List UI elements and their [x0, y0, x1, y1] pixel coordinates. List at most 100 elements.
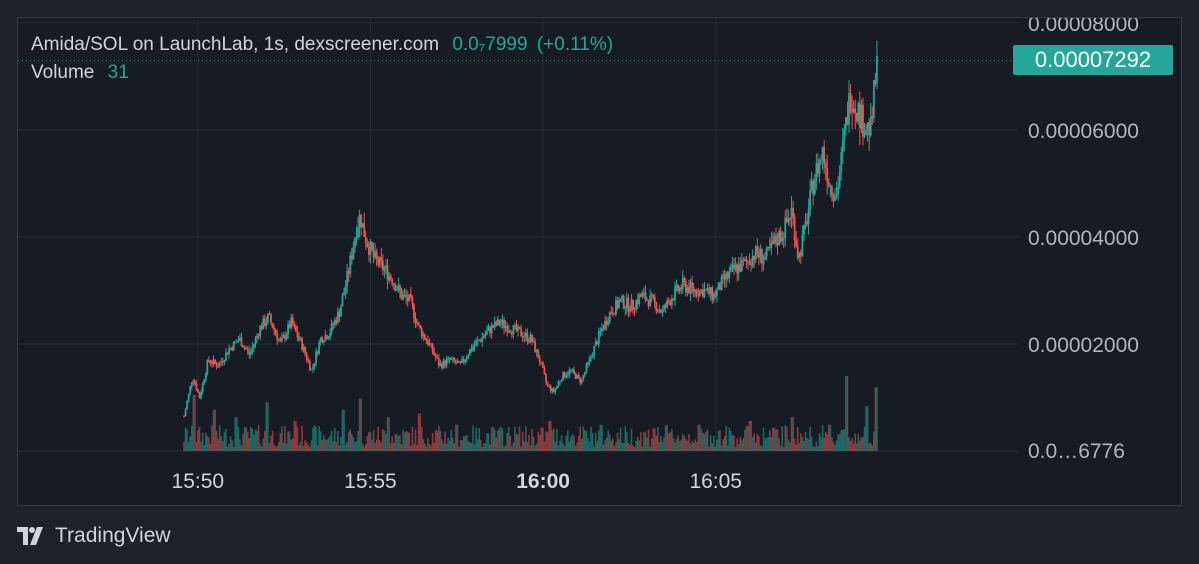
volume-bar: [658, 442, 661, 451]
candle-body: [450, 359, 453, 361]
candle-body: [677, 284, 679, 292]
candle-body: [357, 227, 359, 238]
candle-body: [305, 354, 308, 360]
volume-bar: [506, 433, 508, 451]
volume-bar: [725, 425, 728, 451]
volume-bar: [869, 442, 872, 451]
volume-bar: [425, 446, 428, 451]
volume-bar: [360, 398, 362, 451]
candle-body: [540, 362, 543, 364]
candle-body: [835, 194, 838, 198]
volume-bar: [706, 429, 709, 451]
candle-body: [594, 341, 597, 347]
candle-body: [308, 361, 311, 370]
volume-bar: [737, 443, 740, 451]
volume-bar: [804, 431, 807, 451]
volume-bar: [222, 441, 224, 451]
chart-panel[interactable]: 0.00008000 0.00006000 0.00004000 0.00002000…: [17, 17, 1182, 506]
volume-bar: [860, 437, 863, 451]
candle-body: [500, 323, 502, 325]
volume-bar: [643, 432, 645, 451]
volume-bar: [329, 435, 331, 451]
volume-bar: [259, 443, 261, 451]
candle-body: [714, 293, 717, 297]
candle-body: [218, 362, 221, 368]
price-tick-label: 0.00002000: [1028, 334, 1139, 357]
volume-bar: [762, 427, 765, 451]
candle-body: [192, 380, 195, 383]
volume-bar: [846, 376, 849, 451]
candle-body: [770, 241, 773, 248]
brand-logo[interactable]: TradingView: [17, 522, 171, 550]
volume-bar: [377, 426, 380, 451]
price-chart[interactable]: 0.00008000 0.00006000 0.00004000 0.00002000…: [18, 18, 1183, 507]
volume-bar: [562, 443, 564, 451]
volume-bar: [866, 406, 869, 451]
candle-body: [782, 237, 785, 239]
volume-bar: [246, 432, 249, 451]
volume-bars: [183, 376, 878, 451]
candle-body: [276, 333, 279, 341]
volume-bar: [276, 446, 279, 451]
candle-body: [211, 363, 213, 365]
candle-body: [730, 267, 732, 272]
candle-body: [207, 360, 210, 362]
candle-body: [723, 274, 726, 280]
volume-bar: [378, 440, 381, 451]
candle-body: [220, 361, 223, 363]
candle-body: [437, 358, 440, 366]
candle-body: [225, 352, 227, 361]
candle-body: [818, 160, 821, 174]
price-tick-label: 0.00006000: [1028, 120, 1139, 143]
candle-body: [650, 294, 653, 296]
candle-body: [287, 324, 289, 335]
volume-bar: [441, 439, 443, 451]
candle-body: [753, 255, 756, 260]
volume-bar: [745, 425, 748, 451]
candle-body: [832, 195, 835, 201]
volume-bar: [876, 387, 878, 451]
candle-body: [582, 375, 585, 379]
volume-bar: [781, 426, 783, 451]
candle-body: [212, 359, 215, 364]
volume-bar: [324, 439, 327, 451]
volume-bar: [660, 436, 662, 451]
candle-body: [674, 287, 676, 301]
volume-bar: [448, 440, 451, 451]
volume-bar: [630, 428, 633, 451]
candle-body: [259, 325, 262, 337]
candle-body: [431, 343, 434, 352]
candle-body: [672, 298, 675, 301]
candle-body: [605, 320, 608, 325]
candle-body: [563, 372, 566, 378]
volume-bar: [427, 438, 429, 451]
candle-body: [257, 335, 260, 337]
candle-body: [874, 80, 877, 84]
candle-body: [621, 295, 624, 299]
candle-body: [827, 182, 830, 186]
candle-body: [604, 320, 606, 330]
time-tick-label: 16:05: [689, 470, 742, 493]
volume-bar: [815, 441, 818, 451]
candle-body: [377, 258, 380, 265]
volume-bar: [666, 425, 669, 451]
volume-bar: [209, 444, 212, 451]
candle-body: [349, 255, 352, 274]
volume-bar: [413, 444, 415, 451]
volume-bar: [330, 430, 333, 451]
volume-bar: [417, 413, 420, 451]
volume-bar: [806, 437, 808, 451]
volume-bar: [652, 428, 655, 451]
candle-body: [217, 366, 220, 368]
candle-body: [597, 331, 600, 345]
volume-bar: [517, 434, 519, 451]
volume-bar: [223, 431, 226, 451]
candle-body: [823, 147, 826, 164]
candle-body: [587, 362, 589, 365]
candle-body: [534, 341, 537, 353]
volume-bar: [703, 433, 706, 451]
candle-body: [824, 163, 827, 168]
candle-body: [195, 383, 198, 390]
candle-body: [296, 331, 299, 338]
candle-body: [552, 388, 555, 393]
